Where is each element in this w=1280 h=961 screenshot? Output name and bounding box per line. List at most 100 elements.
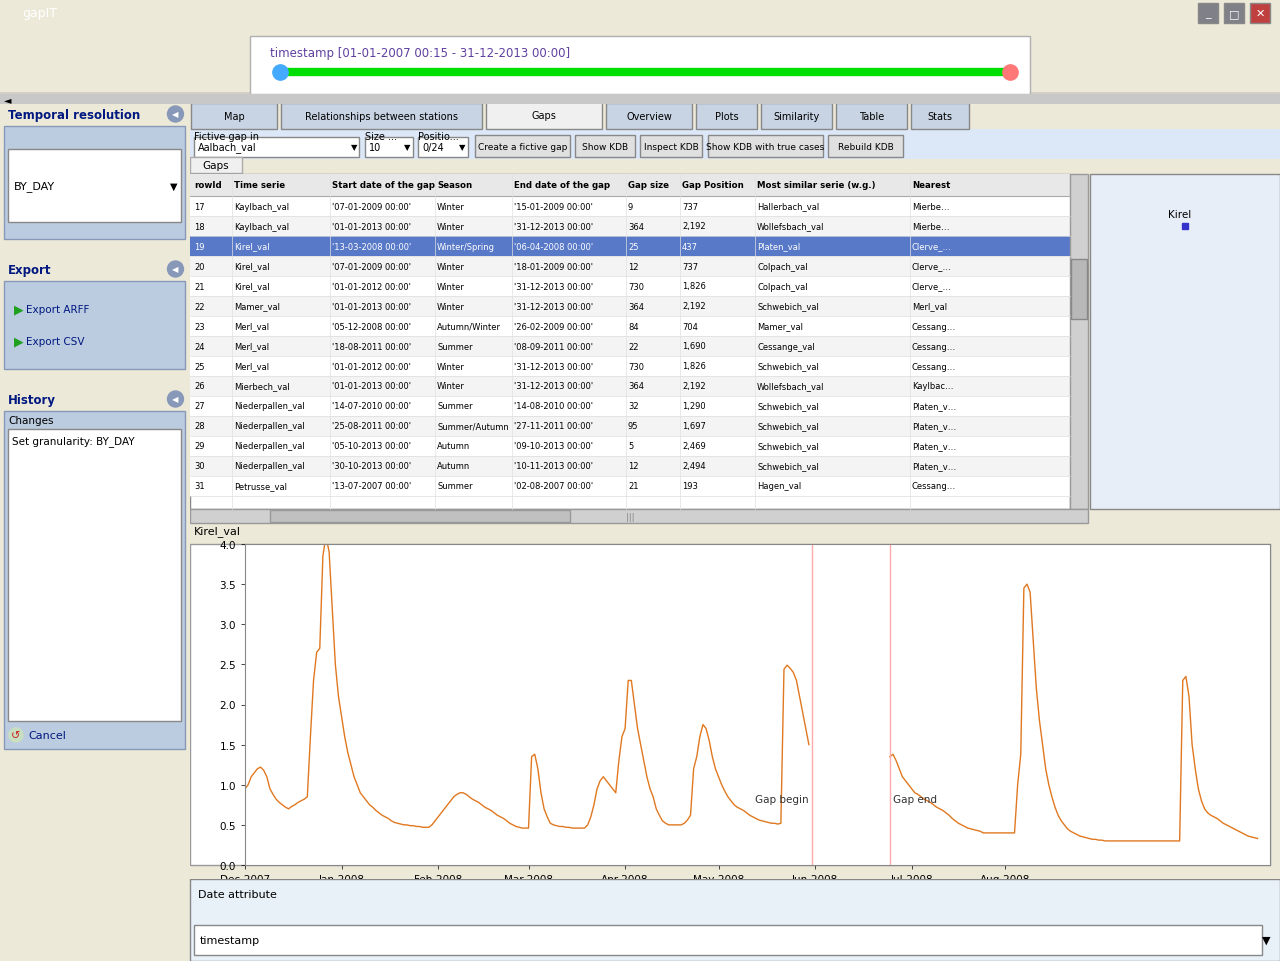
FancyBboxPatch shape: [696, 104, 756, 130]
Text: ✕: ✕: [1256, 9, 1265, 19]
Text: Winter: Winter: [436, 283, 465, 291]
Text: 0/24: 0/24: [422, 143, 444, 153]
Text: 28: 28: [195, 422, 205, 431]
Text: '05-10-2013 00:00': '05-10-2013 00:00': [332, 442, 411, 451]
Text: 437: 437: [682, 242, 698, 251]
Bar: [189, 509, 1088, 524]
Text: |||: |||: [626, 512, 635, 521]
Text: 364: 364: [628, 382, 644, 391]
Text: Niederpallen_val: Niederpallen_val: [234, 402, 305, 411]
Text: Gaps: Gaps: [531, 111, 557, 121]
Text: '13-03-2008 00:00': '13-03-2008 00:00': [332, 242, 411, 251]
Text: Mierbech_val: Mierbech_val: [234, 382, 289, 391]
Text: gapIT: gapIT: [22, 8, 58, 20]
Bar: [189, 297, 1070, 317]
Bar: [189, 336, 1070, 357]
Text: Table: Table: [859, 111, 884, 122]
Text: 22: 22: [628, 342, 639, 351]
Text: Cessange_val: Cessange_val: [756, 342, 815, 351]
FancyBboxPatch shape: [605, 104, 692, 130]
Text: Similarity: Similarity: [773, 111, 819, 122]
Text: '01-01-2012 00:00': '01-01-2012 00:00': [332, 362, 411, 371]
Text: Platen_v…: Platen_v…: [911, 442, 956, 451]
Text: Cessang…: Cessang…: [911, 362, 956, 371]
Text: Export ARFF: Export ARFF: [26, 305, 90, 315]
FancyBboxPatch shape: [250, 37, 1030, 95]
Text: ▼: ▼: [458, 143, 465, 153]
Text: Nearest: Nearest: [911, 182, 950, 190]
FancyBboxPatch shape: [4, 127, 186, 239]
Text: Summer: Summer: [436, 342, 472, 351]
Text: 737: 737: [682, 262, 698, 271]
Text: Date attribute: Date attribute: [198, 889, 276, 899]
Text: Winter: Winter: [436, 202, 465, 211]
Text: 1,826: 1,826: [682, 283, 705, 291]
Text: Cessang…: Cessang…: [911, 482, 956, 491]
Bar: [189, 197, 1070, 217]
Text: 737: 737: [682, 202, 698, 211]
Text: Gaps: Gaps: [202, 160, 229, 171]
Text: Fictive gap in: Fictive gap in: [195, 132, 259, 142]
Bar: [189, 377, 1070, 397]
Text: 18: 18: [195, 222, 205, 232]
FancyBboxPatch shape: [1224, 4, 1244, 24]
Text: ◀: ◀: [173, 265, 179, 274]
Text: '26-02-2009 00:00': '26-02-2009 00:00': [515, 322, 593, 332]
Text: Show KDB: Show KDB: [582, 142, 628, 151]
Text: Niederpallen_val: Niederpallen_val: [234, 422, 305, 431]
Circle shape: [9, 728, 23, 742]
Text: 29: 29: [195, 442, 205, 451]
Text: Autumn: Autumn: [436, 442, 470, 451]
Text: Wollefsbach_val: Wollefsbach_val: [756, 382, 824, 391]
Text: ◀: ◀: [173, 395, 179, 404]
Text: 10: 10: [369, 143, 381, 153]
Circle shape: [168, 391, 183, 407]
Text: 730: 730: [628, 283, 644, 291]
Text: ▼: ▼: [403, 143, 411, 153]
Text: '31-12-2013 00:00': '31-12-2013 00:00': [515, 302, 593, 311]
Text: □: □: [1229, 9, 1239, 19]
Legend: kirel_val: kirel_val: [717, 904, 797, 924]
Text: Inspect KDB: Inspect KDB: [644, 142, 699, 151]
Text: '18-08-2011 00:00': '18-08-2011 00:00': [332, 342, 411, 351]
Bar: [1070, 175, 1088, 509]
Text: 364: 364: [628, 222, 644, 232]
Text: Cancel: Cancel: [28, 730, 65, 740]
Text: Summer: Summer: [436, 402, 472, 411]
Text: Export CSV: Export CSV: [26, 336, 84, 347]
Text: '07-01-2009 00:00': '07-01-2009 00:00': [332, 262, 411, 271]
Text: Start date of the gap: Start date of the gap: [332, 182, 435, 190]
Text: 12: 12: [628, 262, 639, 271]
Text: Set granularity: BY_DAY: Set granularity: BY_DAY: [12, 435, 134, 447]
Text: Kirel: Kirel: [1169, 209, 1192, 220]
Bar: [189, 879, 1280, 961]
FancyBboxPatch shape: [365, 137, 413, 158]
Text: End date of the gap: End date of the gap: [515, 182, 611, 190]
Text: ▼: ▼: [351, 143, 357, 153]
Text: Schwebich_val: Schwebich_val: [756, 362, 819, 371]
Bar: [189, 175, 1070, 197]
Text: 2,192: 2,192: [682, 382, 705, 391]
Text: 22: 22: [195, 302, 205, 311]
Text: Winter: Winter: [436, 382, 465, 391]
Text: 26: 26: [195, 382, 205, 391]
FancyBboxPatch shape: [1251, 4, 1270, 24]
Text: '01-01-2013 00:00': '01-01-2013 00:00': [332, 222, 411, 232]
FancyBboxPatch shape: [8, 430, 182, 722]
Text: Changes: Changes: [8, 415, 54, 426]
Text: ▼: ▼: [170, 181, 177, 191]
Bar: [189, 175, 1070, 509]
Bar: [189, 217, 1070, 236]
Bar: [189, 317, 1070, 336]
Text: Stats: Stats: [928, 111, 952, 122]
Text: Merl_val: Merl_val: [234, 362, 269, 371]
Text: Positio...: Positio...: [419, 132, 458, 142]
Text: 25: 25: [628, 242, 639, 251]
Text: 9: 9: [628, 202, 634, 211]
Text: '31-12-2013 00:00': '31-12-2013 00:00': [515, 222, 593, 232]
Text: Kirel_val: Kirel_val: [234, 242, 270, 251]
FancyBboxPatch shape: [1198, 4, 1219, 24]
Text: Winter: Winter: [436, 302, 465, 311]
Text: Show KDB with true cases: Show KDB with true cases: [707, 142, 824, 151]
Text: Clerve_…: Clerve_…: [911, 242, 952, 251]
